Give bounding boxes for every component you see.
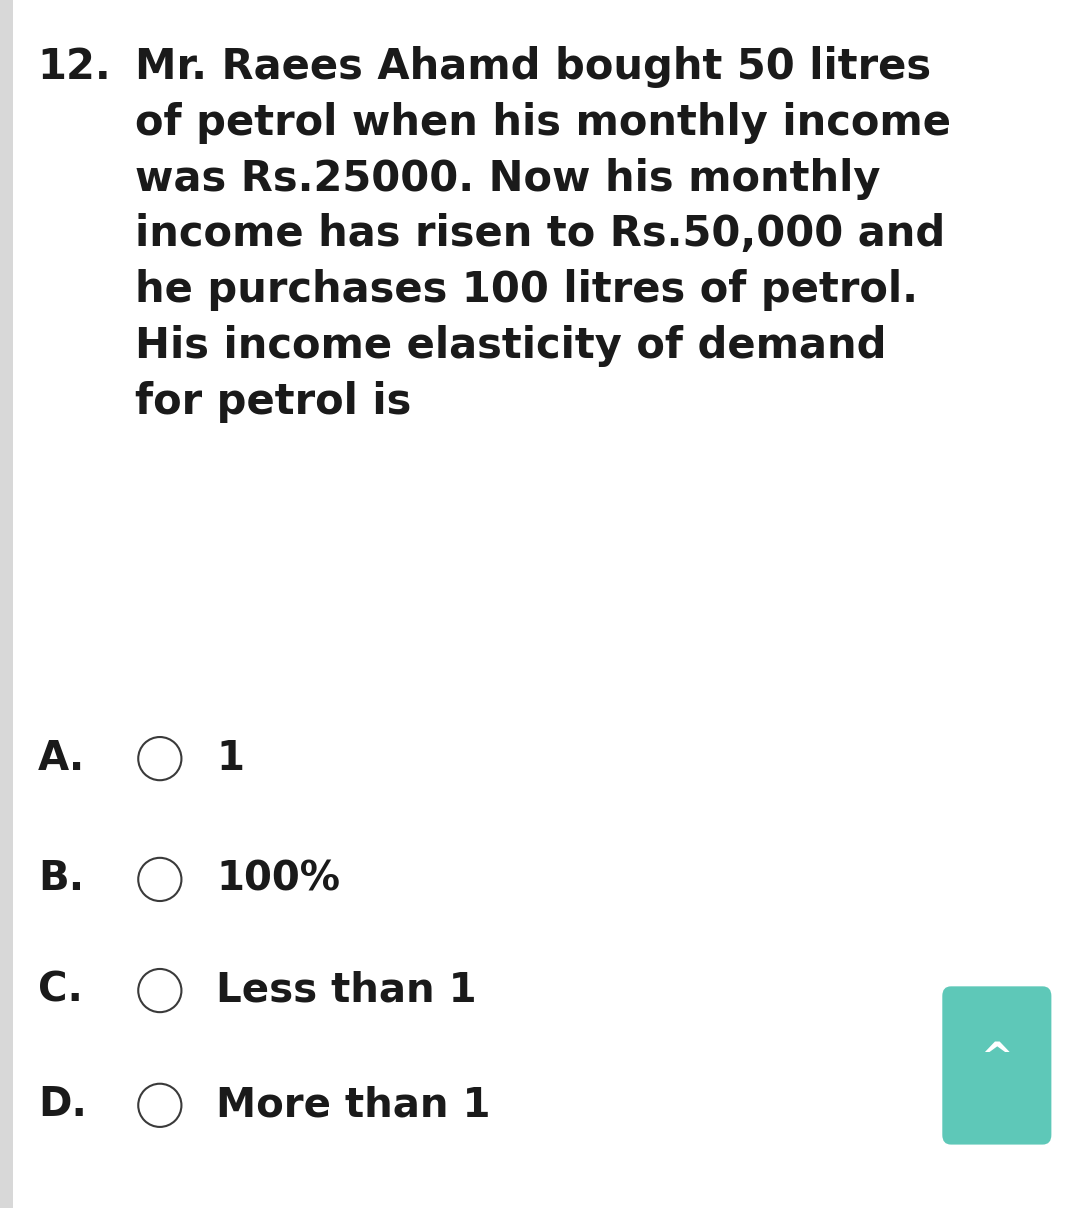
Text: D.: D. [38, 1085, 86, 1126]
FancyBboxPatch shape [942, 986, 1052, 1145]
Text: B.: B. [38, 859, 84, 900]
Text: C.: C. [38, 970, 83, 1011]
Text: A.: A. [38, 738, 85, 779]
Text: 12.: 12. [38, 46, 111, 88]
Text: Less than 1: Less than 1 [216, 970, 476, 1011]
Text: More than 1: More than 1 [216, 1085, 490, 1126]
Text: ^: ^ [981, 1040, 1013, 1079]
Bar [0, 0, 13, 1208]
Text: 1: 1 [216, 738, 244, 779]
Text: Mr. Raees Ahamd bought 50 litres
of petrol when his monthly income
was Rs.25000.: Mr. Raees Ahamd bought 50 litres of petr… [135, 46, 951, 423]
Text: 100%: 100% [216, 859, 340, 900]
